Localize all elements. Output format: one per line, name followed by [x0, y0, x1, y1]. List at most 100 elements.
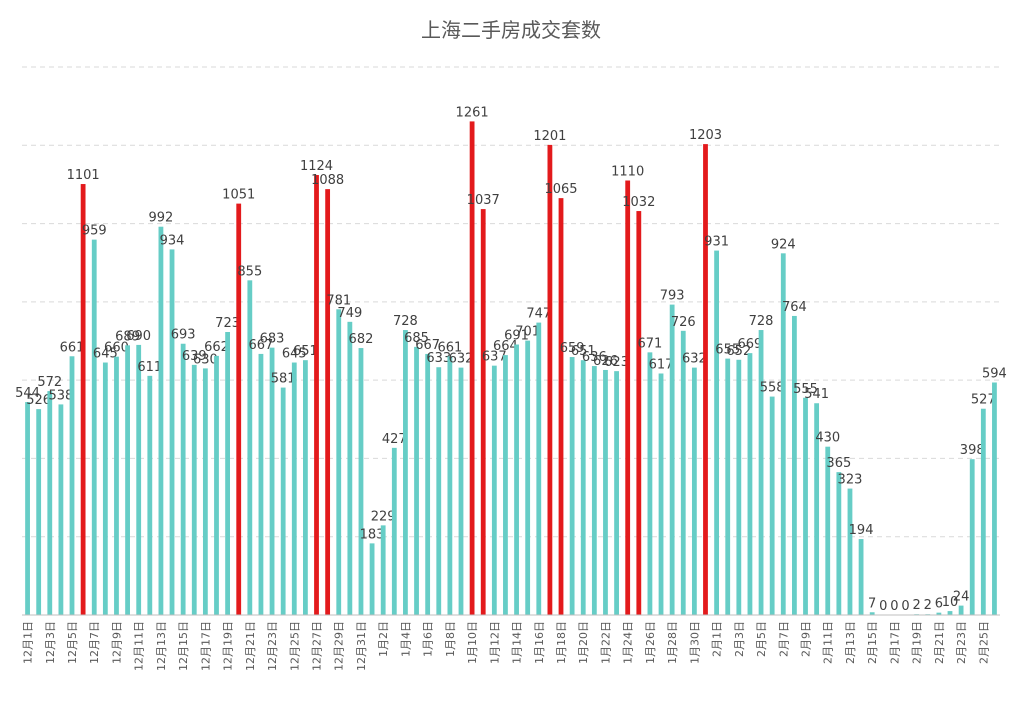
bar — [980, 408, 986, 615]
data-label: 623 — [604, 355, 629, 370]
data-label: 611 — [137, 360, 162, 375]
data-label: 1101 — [67, 168, 100, 183]
data-label: 651 — [571, 344, 596, 359]
data-label: 667 — [249, 338, 274, 353]
data-label: 1032 — [622, 195, 655, 210]
bar — [202, 368, 208, 615]
data-label: 659 — [560, 341, 585, 356]
data-label: 855 — [237, 264, 262, 279]
x-tick-label: 2月19日 — [911, 621, 924, 664]
bar — [647, 352, 653, 615]
data-label: 639 — [182, 349, 207, 364]
data-label: 723 — [215, 316, 240, 331]
data-label: 430 — [815, 431, 840, 446]
x-tick-label: 12月27日 — [311, 621, 324, 671]
bar — [269, 347, 275, 615]
x-tick-label: 12月23日 — [266, 621, 279, 671]
data-label: 690 — [126, 329, 151, 344]
bar — [625, 180, 631, 615]
x-tick-label: 12月15日 — [177, 621, 190, 671]
bar — [169, 249, 175, 615]
x-tick-label: 12月5日 — [66, 621, 79, 664]
bar — [836, 472, 842, 615]
bar — [614, 371, 619, 615]
data-label: 691 — [504, 329, 529, 344]
bar — [969, 459, 975, 615]
chart-title: 上海二手房成交套数 — [421, 18, 601, 42]
data-label: 683 — [260, 332, 285, 347]
bar — [47, 391, 53, 615]
bar — [869, 612, 875, 615]
data-label: 701 — [515, 325, 540, 340]
data-label: 636 — [582, 350, 607, 365]
bar — [958, 605, 964, 615]
bar — [847, 488, 853, 615]
x-tick-label: 1月8日 — [444, 621, 457, 657]
data-label: 541 — [804, 387, 829, 402]
data-label: 1088 — [311, 173, 344, 188]
data-label: 0 — [890, 599, 898, 614]
x-tick-label: 2月3日 — [733, 621, 746, 657]
x-tick-label: 12月25日 — [288, 621, 301, 671]
x-tick-label: 12月13日 — [155, 621, 168, 671]
data-label: 572 — [37, 375, 62, 390]
x-tick-label: 1月22日 — [599, 621, 612, 664]
bar — [580, 360, 586, 615]
bar — [36, 409, 42, 615]
bar — [947, 611, 953, 615]
data-label: 1124 — [300, 159, 333, 174]
bar — [380, 525, 386, 615]
x-tick-label: 12月3日 — [44, 621, 57, 664]
data-label: 555 — [793, 382, 818, 397]
bar — [691, 367, 697, 615]
data-label: 934 — [160, 233, 185, 248]
bar — [525, 340, 531, 615]
data-label: 633 — [426, 351, 451, 366]
bar — [636, 211, 642, 616]
bar — [558, 198, 564, 615]
bar — [258, 353, 264, 615]
bar — [91, 239, 97, 615]
bar — [936, 612, 942, 615]
data-label: 10 — [942, 595, 959, 610]
data-label: 538 — [48, 388, 73, 403]
bar — [280, 387, 286, 615]
bar — [325, 189, 331, 615]
x-tick-label: 1月6日 — [422, 621, 435, 657]
data-label: 24 — [953, 590, 970, 605]
bar — [792, 315, 797, 615]
x-tick-label: 2月11日 — [822, 621, 835, 664]
bar — [158, 226, 164, 615]
x-tick-label: 2月13日 — [844, 621, 857, 664]
x-tick-label: 2月9日 — [800, 621, 813, 657]
bar — [114, 356, 119, 615]
bar — [814, 403, 820, 615]
bar — [803, 397, 808, 615]
data-label: 427 — [382, 432, 407, 447]
data-label: 229 — [371, 509, 396, 524]
bar — [503, 355, 508, 615]
data-label: 661 — [60, 340, 85, 355]
data-label: 594 — [982, 366, 1007, 381]
data-label: 2 — [924, 598, 932, 613]
x-tick-label: 2月7日 — [777, 621, 790, 657]
x-tick-label: 1月26日 — [644, 621, 657, 664]
bar — [591, 366, 597, 615]
bar — [147, 375, 153, 615]
data-label: 323 — [838, 473, 863, 488]
data-label: 0 — [879, 599, 887, 614]
bar — [102, 362, 108, 615]
x-tick-label: 1月14日 — [511, 621, 524, 664]
bar — [514, 344, 519, 615]
data-label: 652 — [726, 344, 751, 359]
x-tick-label: 12月19日 — [222, 621, 235, 671]
x-tick-label: 2月21日 — [933, 621, 946, 664]
x-tick-label: 12月29日 — [333, 621, 346, 671]
bar — [80, 184, 86, 616]
bar — [314, 175, 319, 615]
data-label: 637 — [482, 350, 507, 365]
data-label: 581 — [271, 372, 296, 387]
bar — [603, 369, 608, 615]
data-label: 651 — [293, 344, 318, 359]
data-label: 6 — [935, 597, 943, 612]
